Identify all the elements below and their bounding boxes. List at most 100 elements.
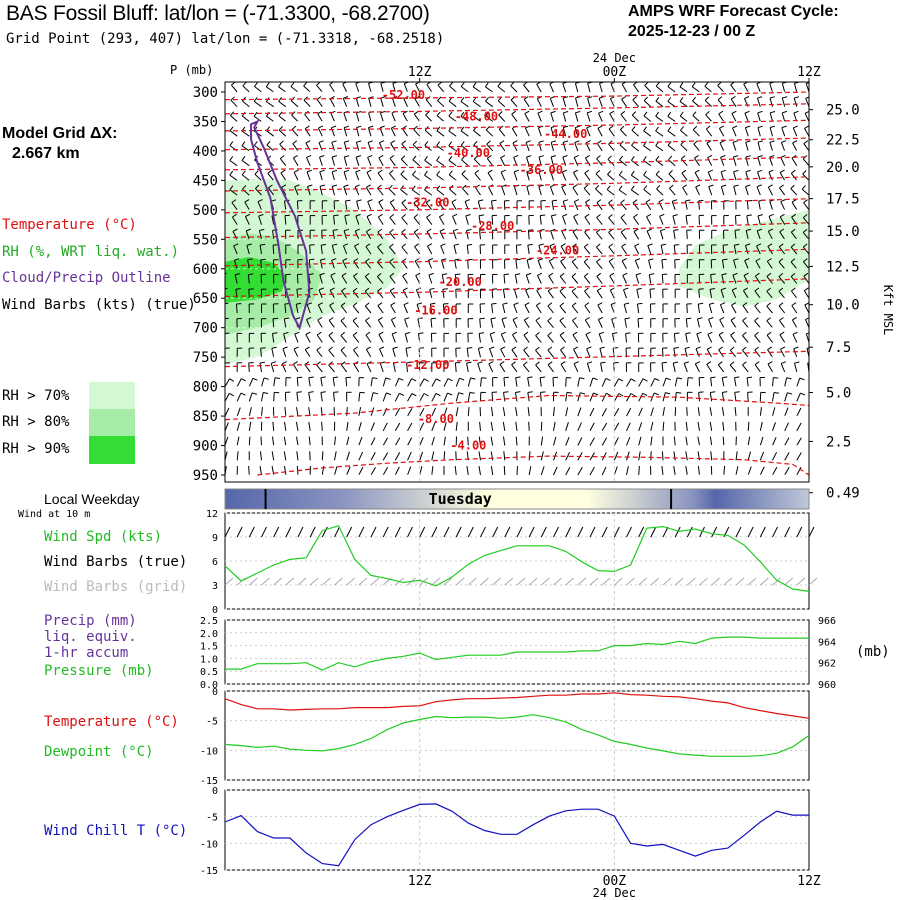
wind-barb-flag	[754, 317, 759, 322]
weekday-bar-fill	[224, 488, 810, 510]
wind-barb-flag	[781, 140, 787, 143]
wind-barb-flag	[642, 392, 648, 397]
wind-barb-grid	[760, 577, 769, 586]
wind-barb-flag	[461, 155, 466, 161]
wind-barb-true	[747, 526, 754, 538]
wind-barb	[680, 130, 688, 137]
wind-barb	[467, 436, 469, 446]
wind-barb	[309, 244, 311, 255]
wind-barb	[437, 84, 445, 93]
wind-barb	[382, 392, 387, 402]
wind-barb-flag	[673, 361, 679, 364]
wind-barb	[802, 246, 809, 255]
wind-barb-flag	[575, 111, 581, 114]
wind-barb	[407, 437, 413, 446]
wind-barb-flag	[296, 288, 302, 290]
wind-barb	[448, 115, 457, 122]
wind-barb	[790, 246, 798, 255]
pressure-tick-label: 300	[193, 85, 218, 101]
wind-barb	[260, 348, 262, 358]
wind-barb-flag	[787, 392, 793, 395]
wind-barb-flag	[560, 243, 566, 247]
wind-barb	[253, 100, 262, 108]
wind-barb-flag	[354, 184, 360, 188]
wind-barb-grid	[711, 577, 720, 586]
wind-barb-flag	[790, 184, 795, 189]
wind-barb-flag	[234, 258, 240, 261]
wind-barb	[438, 216, 445, 225]
wind-barb	[436, 130, 445, 137]
wind-barb-flag	[225, 244, 226, 245]
wind-barb	[465, 215, 469, 225]
wind-barb-flag	[293, 361, 298, 365]
wind-barb	[272, 230, 275, 240]
wind-barb	[648, 259, 652, 269]
wind-barb-flag	[467, 347, 473, 349]
wind-barb	[473, 130, 481, 137]
wind-barb	[491, 303, 494, 314]
wind-barb	[684, 348, 688, 358]
wind-barb	[734, 230, 737, 240]
wind-barb	[515, 407, 518, 417]
wind-barb	[719, 142, 725, 152]
wind-barb-flag	[572, 184, 578, 189]
wind-barb	[685, 451, 688, 461]
wind-barb	[412, 159, 421, 167]
wind-barb-flag	[692, 96, 696, 102]
wind-barb	[769, 157, 773, 166]
wind-barb-flag	[263, 392, 269, 394]
wind-barb-grid	[297, 577, 307, 586]
wind-barb-flag	[733, 169, 739, 173]
wind-barb	[708, 304, 713, 314]
wind-barb-flag	[550, 169, 556, 173]
wind-barb	[538, 171, 542, 181]
wind-barb	[547, 305, 554, 314]
wind-barb	[577, 377, 580, 387]
wind-barb-flag	[668, 155, 673, 161]
wind-barb	[394, 437, 401, 446]
wind-barb-flag	[768, 184, 773, 188]
wind-barb-flag	[246, 228, 251, 232]
wind-barb	[345, 377, 348, 387]
wind-barb-flag	[538, 169, 544, 173]
wind-barb	[538, 142, 542, 152]
wind-barb	[306, 157, 311, 166]
wind-barb	[296, 274, 299, 284]
wind-barb	[803, 202, 809, 211]
wind-barb-grid	[662, 577, 672, 586]
wind-barb	[343, 156, 348, 166]
wind-barb	[343, 127, 348, 137]
wind-barb-flag	[280, 169, 286, 174]
wind-barb	[513, 304, 518, 314]
wind-barb-flag	[401, 140, 407, 145]
wind-barb	[291, 114, 299, 122]
wind-barb-flag	[813, 393, 817, 395]
wind-barb	[661, 466, 664, 476]
wind-barb-flag	[674, 244, 680, 246]
wind-barb	[346, 466, 351, 476]
wind-barb	[781, 97, 786, 107]
wind-barb	[401, 202, 408, 211]
wind-barb-flag	[500, 154, 506, 159]
panel-y-tick: 1.5	[200, 642, 218, 653]
wind-barb-flag	[745, 169, 751, 173]
wind-barb	[304, 349, 311, 358]
wind-barb	[515, 421, 518, 431]
wind-barb	[343, 142, 348, 152]
wind-barb	[565, 377, 567, 387]
wind-barb	[452, 230, 457, 240]
wind-barb-flag	[500, 346, 506, 350]
wind-barb	[225, 135, 226, 137]
wind-barb	[559, 334, 567, 343]
wind-barb-flag	[342, 258, 348, 262]
wind-barb	[248, 378, 254, 387]
pressure-tick-label: 900	[193, 439, 218, 455]
wind-barb-flag	[606, 185, 611, 190]
wind-barb-flag	[282, 346, 288, 350]
wind-barb	[366, 216, 372, 225]
temperature-contour	[225, 137, 809, 151]
wind-barb-flag	[733, 258, 739, 261]
wind-barb-flag	[561, 184, 567, 188]
wind-barb	[609, 98, 615, 107]
